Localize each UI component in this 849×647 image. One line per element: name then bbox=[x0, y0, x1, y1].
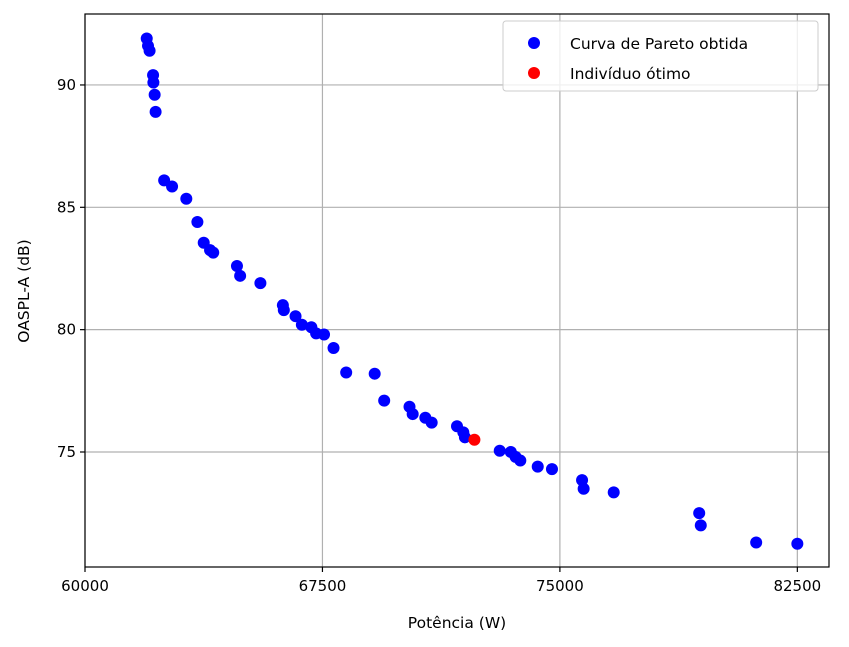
x-axis-label: Potência (W) bbox=[408, 614, 506, 632]
pareto-point bbox=[378, 394, 391, 407]
legend-label-pareto: Curva de Pareto obtida bbox=[570, 35, 748, 53]
pareto-point bbox=[234, 269, 247, 282]
optimum-point bbox=[468, 433, 481, 446]
pareto-point bbox=[277, 304, 290, 317]
y-axis-ticks: 75 80 85 90 bbox=[57, 76, 85, 461]
pareto-point bbox=[425, 416, 438, 429]
pareto-point bbox=[254, 277, 267, 290]
x-axis-ticks: 60000 67500 75000 82500 bbox=[61, 567, 821, 595]
pareto-point bbox=[791, 537, 804, 550]
pareto-point bbox=[143, 44, 156, 57]
y-tick-label: 75 bbox=[57, 443, 76, 461]
x-tick-label: 67500 bbox=[299, 577, 347, 595]
pareto-point bbox=[607, 486, 620, 499]
pareto-point bbox=[318, 328, 331, 341]
pareto-point bbox=[191, 215, 204, 228]
pareto-point bbox=[340, 366, 353, 379]
pareto-point bbox=[327, 342, 340, 355]
pareto-point bbox=[493, 444, 506, 457]
pareto-point bbox=[694, 519, 707, 532]
y-axis-label: OASPL-A (dB) bbox=[15, 239, 33, 342]
pareto-point bbox=[148, 88, 161, 101]
pareto-point bbox=[289, 310, 302, 323]
pareto-point bbox=[406, 408, 419, 421]
legend-label-optimum: Indivíduo ótimo bbox=[570, 65, 691, 83]
pareto-point bbox=[207, 246, 220, 259]
pareto-point bbox=[147, 76, 160, 89]
grid-lines bbox=[84, 14, 829, 567]
pareto-point bbox=[693, 507, 706, 520]
x-tick-label: 75000 bbox=[536, 577, 584, 595]
y-tick-label: 80 bbox=[57, 321, 76, 339]
y-tick-label: 85 bbox=[57, 198, 76, 216]
pareto-point bbox=[230, 260, 243, 273]
pareto-point bbox=[295, 318, 308, 331]
pareto-point bbox=[545, 463, 558, 476]
pareto-point bbox=[514, 454, 527, 467]
data-points bbox=[140, 32, 804, 550]
x-tick-label: 82500 bbox=[773, 577, 821, 595]
pareto-point bbox=[368, 367, 381, 380]
y-tick-label: 90 bbox=[57, 76, 76, 94]
pareto-point bbox=[577, 482, 590, 495]
x-tick-label: 60000 bbox=[61, 577, 109, 595]
pareto-point bbox=[166, 180, 179, 193]
pareto-point bbox=[750, 536, 763, 549]
pareto-point bbox=[149, 105, 162, 118]
plot-frame bbox=[84, 13, 830, 568]
legend-marker-optimum bbox=[528, 67, 540, 79]
pareto-point bbox=[180, 192, 193, 205]
pareto-point bbox=[458, 431, 471, 444]
legend-marker-pareto bbox=[528, 37, 540, 49]
pareto-point bbox=[531, 460, 544, 473]
legend-box bbox=[502, 20, 819, 92]
legend: Curva de Pareto obtida Indivíduo ótimo bbox=[502, 20, 819, 92]
